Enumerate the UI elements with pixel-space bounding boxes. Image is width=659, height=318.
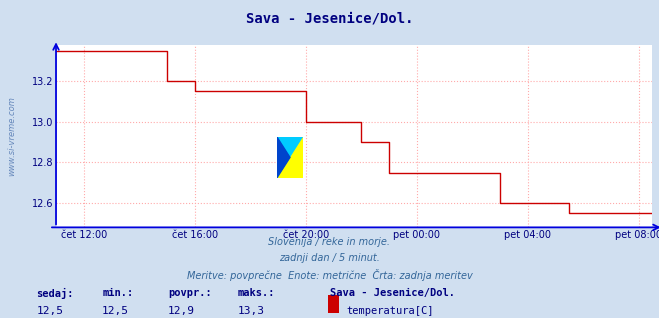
- Text: 12,9: 12,9: [168, 306, 195, 316]
- Text: Slovenija / reke in morje.: Slovenija / reke in morje.: [268, 237, 391, 247]
- Text: povpr.:: povpr.:: [168, 288, 212, 298]
- Polygon shape: [277, 137, 303, 178]
- Text: Sava - Jesenice/Dol.: Sava - Jesenice/Dol.: [246, 11, 413, 25]
- Text: zadnji dan / 5 minut.: zadnji dan / 5 minut.: [279, 253, 380, 263]
- Polygon shape: [277, 137, 303, 178]
- Text: www.si-vreme.com: www.si-vreme.com: [7, 96, 16, 176]
- Text: 12,5: 12,5: [102, 306, 129, 316]
- Text: temperatura[C]: temperatura[C]: [346, 306, 434, 316]
- Text: min.:: min.:: [102, 288, 133, 298]
- Text: Sava - Jesenice/Dol.: Sava - Jesenice/Dol.: [330, 288, 455, 298]
- Text: maks.:: maks.:: [237, 288, 275, 298]
- Text: Meritve: povprečne  Enote: metrične  Črta: zadnja meritev: Meritve: povprečne Enote: metrične Črta:…: [186, 269, 473, 281]
- Polygon shape: [277, 137, 290, 178]
- Text: 13,3: 13,3: [237, 306, 264, 316]
- Text: 12,5: 12,5: [36, 306, 63, 316]
- Text: sedaj:: sedaj:: [36, 288, 74, 299]
